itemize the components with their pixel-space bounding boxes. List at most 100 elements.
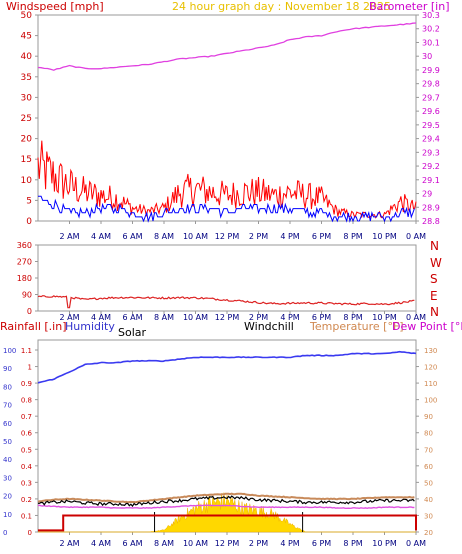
x-tick-label-4-am: 4 AM <box>91 313 111 322</box>
x-tick-label-6-pm: 6 PM <box>312 232 331 241</box>
baro-y-tick-label: 30 <box>422 52 432 61</box>
winddir-y-tick-label: 180 <box>17 274 32 283</box>
temp-y-tick-label: 120 <box>424 364 437 372</box>
humidity-y-tick-label: 30 <box>3 474 12 482</box>
wind-dir-n-top: N <box>430 239 439 253</box>
x-tick-label-2-pm: 2 PM <box>249 232 268 241</box>
rain-y-tick-label: 1.1 <box>21 347 32 355</box>
winddir-y-tick-label: 360 <box>17 241 32 250</box>
temperature-axis-title: Temperature [°F] <box>309 320 404 333</box>
baro-y-tick-label: 29.6 <box>422 107 440 116</box>
x-tick-label-4-am: 4 AM <box>91 539 111 548</box>
rain-y-tick-label: 0.3 <box>21 479 32 487</box>
rain-y-tick-label: 0.9 <box>21 380 32 388</box>
x-tick-label-2-pm: 2 PM <box>249 539 268 548</box>
x-tick-label-2-pm: 2 PM <box>249 313 268 322</box>
winddir-plot-frame <box>37 244 417 312</box>
rain-y-tick-label: 0.2 <box>21 496 32 504</box>
x-tick-label-12-pm: 12 PM <box>215 232 240 241</box>
rainfall-axis-title: Rainfall [.in] <box>0 320 67 333</box>
x-tick-label-0-am: 0 AM <box>406 539 426 548</box>
x-tick-label-8-am: 8 AM <box>154 539 174 548</box>
wind-y-tick-label: 45 <box>21 32 32 42</box>
wind-y-tick-label: 20 <box>21 135 33 145</box>
solar-label: Solar <box>118 326 147 339</box>
x-tick-label-10-pm: 10 PM <box>372 313 397 322</box>
baro-y-tick-label: 29.9 <box>422 66 440 75</box>
x-tick-label-10-am: 10 AM <box>183 313 208 322</box>
humidity-y-tick-label: 10 <box>3 511 12 519</box>
rain-y-tick-label: 0.8 <box>21 397 32 405</box>
baro-y-tick-label: 29.3 <box>422 148 440 157</box>
wind-y-tick-label: 10 <box>21 176 33 186</box>
wind-y-tick-label: 40 <box>21 52 33 62</box>
x-tick-label-8-pm: 8 PM <box>343 539 362 548</box>
x-tick-label-2-am: 2 AM <box>59 313 79 322</box>
x-tick-label-8-pm: 8 PM <box>343 313 362 322</box>
x-tick-label-4-pm: 4 PM <box>280 232 299 241</box>
x-tick-label-10-am: 10 AM <box>183 539 208 548</box>
wind-direction-series-line <box>37 295 415 309</box>
wind-average-series-line <box>38 195 415 223</box>
wind-dir-e: E <box>430 289 438 303</box>
dewpoint-axis-title: Dew Point [°F] <box>392 320 462 333</box>
windspeed-axis-title: Windspeed [mph] <box>6 0 104 13</box>
barometer-axis-title: Barometer [in] <box>369 0 450 13</box>
x-tick-label-6-pm: 6 PM <box>312 313 331 322</box>
rainfall-series-line <box>38 514 417 532</box>
x-tick-label-4-pm: 4 PM <box>280 539 299 548</box>
temp-y-tick-label: 30 <box>424 512 433 520</box>
temp-y-tick-label: 70 <box>424 446 433 454</box>
rain-y-tick-label: 0.1 <box>21 512 32 520</box>
wind-speed-series-line <box>37 140 417 219</box>
baro-y-tick-label: 29.4 <box>422 135 440 144</box>
x-tick-label-2-am: 2 AM <box>59 232 79 241</box>
rain-y-tick-label: 0.7 <box>21 413 32 421</box>
rain-y-tick-label: 0 <box>28 529 32 537</box>
wind-dir-s: S <box>430 272 438 286</box>
baro-y-tick-label: 29.7 <box>422 93 440 102</box>
wind-y-tick-label: 30 <box>21 93 33 103</box>
baro-y-tick-label: 29.1 <box>422 176 440 185</box>
humidity-series-line <box>37 350 417 384</box>
temp-y-tick-label: 130 <box>424 347 437 355</box>
humidity-y-tick-label: 70 <box>3 402 12 410</box>
temp-y-tick-label: 20 <box>424 529 433 537</box>
barometer-series-line <box>37 22 417 71</box>
baro-y-tick-label: 28.8 <box>422 217 440 226</box>
wind-y-tick-label: 25 <box>21 114 32 124</box>
humidity-y-tick-label: 20 <box>3 493 12 501</box>
humidity-y-tick-label: 80 <box>3 383 12 391</box>
wind-dir-w: W <box>430 256 442 270</box>
x-tick-label-10-pm: 10 PM <box>372 539 397 548</box>
wind-y-tick-label: 35 <box>21 73 32 83</box>
baro-y-tick-label: 30.3 <box>422 11 440 20</box>
baro-y-tick-label: 28.9 <box>422 203 440 212</box>
rain-y-tick-label: 0.5 <box>21 446 32 454</box>
humidity-y-tick-label: 100 <box>3 347 16 355</box>
humidity-axis-title: Humidity <box>65 320 115 333</box>
humidity-y-tick-label: 40 <box>3 456 12 464</box>
wind-y-tick-label: 15 <box>21 155 32 165</box>
winddir-y-tick-label: 270 <box>17 258 32 267</box>
windchill-label: Windchill <box>244 320 294 333</box>
wind-y-tick-label: 50 <box>21 11 33 21</box>
temp-y-tick-label: 40 <box>424 496 433 504</box>
winddir-y-tick-label: 90 <box>22 291 32 300</box>
x-tick-label-10-pm: 10 PM <box>372 232 397 241</box>
temp-y-tick-label: 110 <box>424 380 437 388</box>
rain-y-tick-label: 0.4 <box>21 463 33 471</box>
x-tick-label-10-am: 10 AM <box>183 232 208 241</box>
x-tick-label-12-pm: 12 PM <box>215 539 240 548</box>
wind-y-tick-label: 0 <box>26 217 32 227</box>
humidity-y-tick-label: 50 <box>3 438 12 446</box>
humidity-y-tick-label: 0 <box>3 529 7 537</box>
temp-y-tick-label: 50 <box>424 479 433 487</box>
temp-y-tick-label: 80 <box>424 430 433 438</box>
temperature-series-line <box>37 492 415 504</box>
baro-y-tick-label: 29.8 <box>422 80 440 89</box>
baro-y-tick-label: 29.2 <box>422 162 440 171</box>
humidity-y-tick-label: 90 <box>3 365 12 373</box>
x-tick-label-12-pm: 12 PM <box>215 313 240 322</box>
